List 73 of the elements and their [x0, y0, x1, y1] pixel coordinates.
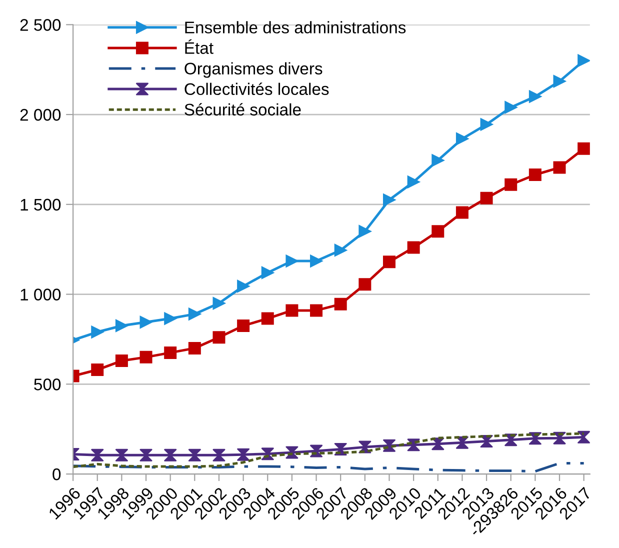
point: [115, 448, 128, 462]
point: [188, 308, 201, 320]
point: [164, 448, 177, 462]
point: [261, 448, 274, 460]
point: [140, 350, 152, 364]
point: [237, 319, 250, 332]
point: [91, 448, 104, 462]
point: [334, 298, 347, 310]
point: [578, 54, 590, 67]
point: [480, 192, 493, 204]
point: [286, 446, 298, 459]
point: [553, 75, 566, 88]
point: [115, 319, 128, 332]
point: [286, 304, 298, 317]
point: [261, 312, 274, 325]
point: [528, 432, 542, 445]
point: [140, 316, 152, 328]
point: [188, 448, 201, 462]
point: [334, 442, 347, 456]
point: [310, 304, 323, 317]
legend-label: État: [185, 39, 214, 54]
point: [91, 326, 104, 338]
point: [528, 90, 542, 103]
point: [237, 280, 250, 292]
point: [286, 254, 298, 268]
point: [212, 297, 226, 310]
point: [382, 256, 396, 268]
point: [504, 101, 518, 114]
y-tick-label: 1 500: [20, 198, 61, 211]
legend-label: Sécurité sociale: [184, 103, 301, 116]
y-tick-label: 1 000: [20, 288, 61, 300]
point: [456, 436, 468, 449]
point: [456, 206, 468, 219]
point: [358, 225, 372, 238]
point: [432, 438, 444, 450]
legend-label: Organismes divers: [184, 62, 322, 78]
y-tick-label: 2 500: [20, 19, 61, 31]
point: [310, 254, 323, 268]
point: [382, 194, 396, 206]
legend-label: Collectivités locales: [184, 82, 329, 96]
point: [212, 331, 226, 344]
point: [140, 448, 152, 462]
point: [334, 244, 347, 256]
point: [237, 448, 250, 461]
point: [261, 266, 274, 279]
point: [188, 342, 201, 354]
point: [91, 364, 104, 376]
point: [407, 241, 420, 254]
point: [480, 118, 493, 131]
y-tick-label: 0: [52, 468, 61, 480]
point: [432, 154, 444, 167]
point: [456, 132, 468, 146]
point: [432, 225, 444, 238]
legend-label: Ensemble des administrations: [185, 21, 406, 34]
point: [358, 278, 372, 291]
point: [164, 346, 177, 359]
point: [358, 440, 372, 454]
point: [480, 435, 493, 448]
point: [528, 168, 542, 181]
point: [382, 439, 396, 452]
point: [407, 438, 420, 452]
point: [212, 448, 226, 462]
point: [553, 432, 566, 444]
point: [164, 312, 177, 325]
line-series: [73, 462, 586, 473]
y-tick-label: 2 000: [20, 108, 61, 121]
point: [578, 430, 590, 444]
point: [578, 142, 590, 155]
point: [407, 176, 420, 188]
y-tick-label: 500: [34, 378, 61, 390]
point: [553, 161, 566, 174]
point: [115, 354, 128, 368]
point: [504, 178, 518, 191]
